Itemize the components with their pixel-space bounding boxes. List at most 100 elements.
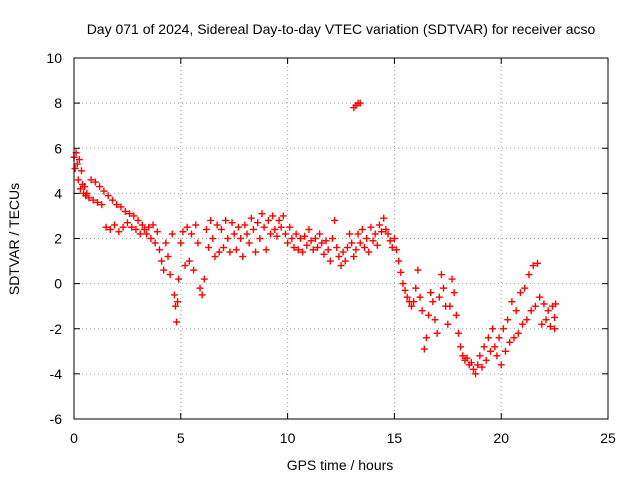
- data-point: [91, 178, 99, 186]
- y-tick-label: 10: [46, 50, 62, 66]
- data-point: [277, 223, 285, 231]
- data-point: [151, 239, 159, 247]
- data-point: [501, 347, 509, 355]
- data-point: [164, 253, 172, 261]
- data-point: [358, 225, 366, 233]
- data-point: [173, 318, 181, 326]
- data-point: [552, 300, 560, 308]
- data-point: [87, 176, 95, 184]
- y-tick-label: -2: [50, 321, 63, 337]
- data-point: [258, 210, 266, 218]
- data-point: [546, 322, 554, 330]
- data-point: [226, 248, 234, 256]
- data-point: [328, 235, 336, 242]
- data-point: [534, 259, 542, 267]
- data-point: [106, 225, 114, 233]
- data-point: [382, 225, 390, 233]
- data-point: [457, 343, 465, 351]
- data-point: [504, 316, 512, 324]
- y-tick-label: 6: [54, 140, 62, 156]
- data-point: [521, 284, 529, 292]
- data-point: [378, 228, 386, 236]
- y-tick-label: 4: [54, 185, 62, 201]
- data-point: [183, 223, 191, 231]
- data-point: [476, 352, 484, 360]
- data-point: [136, 230, 144, 238]
- data-point: [343, 244, 351, 252]
- data-point: [397, 268, 405, 276]
- x-tick-label: 0: [70, 430, 78, 446]
- data-point: [542, 316, 550, 324]
- data-point: [519, 320, 527, 328]
- x-tick-labels: 0 5 10 15 20 25: [70, 430, 616, 446]
- data-point: [73, 160, 81, 168]
- data-point: [209, 235, 217, 242]
- data-point: [249, 225, 257, 233]
- data-point: [177, 239, 185, 247]
- data-point: [126, 210, 134, 218]
- data-point: [247, 214, 255, 222]
- data-point: [292, 230, 300, 238]
- data-point: [346, 230, 354, 238]
- data-point: [269, 212, 277, 220]
- data-point: [459, 352, 467, 360]
- data-point: [205, 244, 213, 252]
- data-point: [96, 183, 104, 191]
- data-point: [264, 216, 272, 224]
- data-point: [286, 223, 294, 231]
- data-point: [531, 302, 539, 310]
- data-point: [76, 185, 84, 193]
- data-point: [224, 235, 232, 242]
- data-point: [516, 289, 524, 297]
- data-point: [299, 248, 307, 256]
- data-point: [279, 212, 287, 220]
- data-point: [104, 192, 112, 200]
- data-point: [192, 221, 200, 229]
- data-point: [551, 325, 559, 333]
- data-point: [75, 156, 83, 164]
- data-point: [83, 189, 91, 197]
- data-point: [318, 239, 326, 247]
- data-point: [301, 232, 309, 240]
- data-point: [160, 266, 168, 274]
- data-point: [288, 235, 296, 242]
- data-point: [158, 257, 166, 265]
- data-point: [89, 196, 97, 204]
- y-tick-label: 8: [54, 95, 62, 111]
- data-point: [373, 241, 381, 249]
- data-point: [335, 253, 343, 261]
- data-point: [540, 300, 548, 308]
- data-point: [384, 230, 392, 238]
- data-point: [527, 307, 535, 315]
- data-point: [113, 201, 121, 209]
- data-point: [290, 244, 298, 252]
- data-point: [198, 291, 206, 299]
- data-point: [484, 334, 492, 342]
- data-point: [320, 250, 328, 258]
- data-point: [187, 230, 195, 238]
- data-point: [463, 354, 471, 362]
- data-point: [472, 370, 480, 378]
- data-point: [121, 207, 129, 215]
- data-point: [551, 313, 559, 321]
- data-point: [365, 248, 373, 256]
- data-point: [324, 246, 332, 254]
- data-point: [220, 244, 228, 252]
- data-point: [81, 183, 89, 191]
- data-point: [185, 257, 193, 265]
- data-point: [431, 316, 439, 324]
- data-point: [200, 275, 208, 283]
- data-point: [536, 293, 544, 301]
- data-point: [179, 228, 187, 236]
- data-point: [102, 223, 110, 231]
- data-point: [482, 356, 490, 364]
- data-point: [215, 248, 223, 256]
- x-tick-label: 15: [387, 430, 403, 446]
- data-point: [354, 230, 362, 238]
- data-point: [480, 343, 488, 351]
- data-point: [506, 338, 514, 346]
- data-point: [529, 262, 537, 270]
- data-point: [232, 246, 240, 254]
- data-point: [369, 237, 377, 245]
